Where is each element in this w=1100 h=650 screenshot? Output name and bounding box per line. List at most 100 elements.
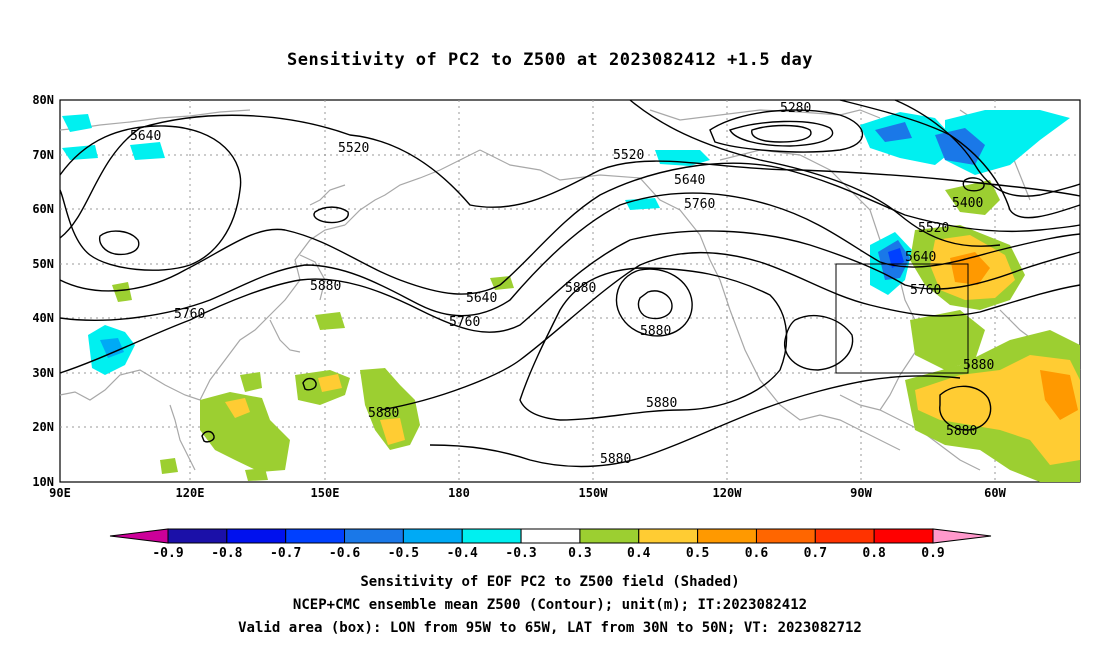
lat-label: 60N <box>32 202 54 216</box>
lon-label: 60W <box>984 486 1006 500</box>
contour-label: 5640 <box>466 291 497 306</box>
shade-patch-yellow <box>225 398 250 418</box>
contour-label: 5760 <box>684 197 715 212</box>
contour-label: 5880 <box>600 452 631 467</box>
colorbar-label: 0.4 <box>627 546 651 561</box>
colorbar: -0.9 -0.8 -0.7 -0.6 -0.5 -0.4 -0.3 0.3 0.4 0.5 0.6… <box>109 528 992 561</box>
colorbar-swatch <box>873 528 934 544</box>
colorbar-high-triangle <box>932 528 992 544</box>
contour-label: 5880 <box>646 396 677 411</box>
shade-patch-green <box>360 368 420 450</box>
z500-contours <box>59 99 1081 468</box>
colorbar-swatch <box>461 528 522 544</box>
shade-patch-green <box>160 458 178 474</box>
shade-patch-cyan <box>625 198 660 210</box>
contour-label: 5760 <box>174 307 205 322</box>
colorbar-swatch <box>697 528 757 544</box>
shade-patch-cyan <box>62 114 92 132</box>
shade-patch-green <box>945 180 1000 215</box>
contour-label: 5880 <box>368 406 399 421</box>
colorbar-swatch <box>226 528 287 544</box>
page-title: Sensitivity of PC2 to Z500 at 2023082412… <box>286 50 813 70</box>
lon-label: 150W <box>579 486 609 500</box>
lat-label: 50N <box>32 257 54 271</box>
contour-label: 5520 <box>918 221 949 236</box>
contour-label: 5520 <box>613 148 644 163</box>
contour-label: 5880 <box>963 358 994 373</box>
colorbar-label: -0.4 <box>447 546 478 561</box>
contour-label: 5880 <box>640 324 671 339</box>
contour-label: 5520 <box>338 141 369 156</box>
shade-patch-darkblue <box>888 248 904 268</box>
latitude-labels: 80N 70N 60N 50N 40N 30N 20N 10N <box>32 93 54 489</box>
contour-label: 5640 <box>674 173 705 188</box>
longitude-labels: 90E 120E 150E 180 150W 120W 90W 60W <box>49 486 1006 500</box>
lat-label: 20N <box>32 420 54 434</box>
contour-label: 5880 <box>310 279 341 294</box>
colorbar-label: -0.7 <box>270 546 301 561</box>
colorbar-label: 0.9 <box>921 546 944 561</box>
lon-label: 120W <box>713 486 743 500</box>
colorbar-label: -0.5 <box>388 546 419 561</box>
contour-label: 5760 <box>910 283 941 298</box>
colorbar-label: 0.8 <box>862 546 886 561</box>
lat-label: 10N <box>32 475 54 489</box>
lat-label: 40N <box>32 311 54 325</box>
contour-labels: 5640 5520 5280 5520 5640 5760 5400 5520 … <box>130 101 994 467</box>
shade-patch-green <box>200 392 290 472</box>
colorbar-label: 0.5 <box>686 546 709 561</box>
colorbar-label: -0.9 <box>152 546 183 561</box>
lon-label: 90E <box>49 486 71 500</box>
contour-label: 5880 <box>946 424 977 439</box>
colorbar-swatch <box>814 528 875 544</box>
lat-label: 30N <box>32 366 54 380</box>
shade-patch-green <box>112 282 132 302</box>
colorbar-label: 0.6 <box>745 546 769 561</box>
colorbar-label: 0.3 <box>568 546 591 561</box>
lon-label: 180 <box>448 486 470 500</box>
shade-patch-orange <box>1040 370 1078 420</box>
shade-patch-green <box>315 312 345 330</box>
valid-area-box <box>835 263 969 374</box>
colorbar-swatch <box>520 528 581 544</box>
colorbar-label: -0.6 <box>329 546 360 561</box>
shade-patch-lightblue <box>935 128 985 165</box>
shade-patch-green <box>245 468 268 481</box>
shade-patch-yellow <box>915 355 1080 465</box>
shade-patch-cyan <box>860 112 960 165</box>
shade-patch-green <box>910 310 985 370</box>
lon-label: 120E <box>176 486 205 500</box>
sensitivity-shading <box>62 110 1080 482</box>
lat-label: 80N <box>32 93 54 107</box>
contour-label: 5640 <box>905 250 936 265</box>
shade-patch-yellow <box>318 374 342 392</box>
contour-label: 5760 <box>449 315 480 330</box>
contour-label: 5880 <box>565 281 596 296</box>
shade-patch-lightblue <box>100 338 124 358</box>
shade-patch-cyan <box>130 142 165 160</box>
colorbar-label: 0.7 <box>804 546 827 561</box>
shade-patch-green <box>240 372 262 392</box>
contour-label: 5640 <box>130 129 161 144</box>
colorbar-swatch <box>402 528 463 544</box>
lon-label: 90W <box>850 486 872 500</box>
shade-patch-lightblue <box>875 122 912 142</box>
colorbar-swatch <box>638 528 699 544</box>
colorbar-low-triangle <box>109 528 169 544</box>
colorbar-swatch <box>285 528 346 544</box>
footer-line-1: Sensitivity of EOF PC2 to Z500 field (Sh… <box>360 574 740 590</box>
lon-label: 150E <box>311 486 340 500</box>
colorbar-label: -0.8 <box>211 546 242 561</box>
colorbar-swatch <box>344 528 404 544</box>
footer-line-2: NCEP+CMC ensemble mean Z500 (Contour); u… <box>292 597 808 613</box>
colorbar-label: -0.3 <box>505 546 536 561</box>
lat-label: 70N <box>32 148 54 162</box>
contour-label: 5400 <box>952 196 983 211</box>
shade-patch-yellow <box>380 418 405 445</box>
contour-label: 5280 <box>780 101 811 116</box>
colorbar-swatch <box>579 528 640 544</box>
colorbar-swatch <box>755 528 816 544</box>
colorbar-swatch <box>167 528 228 544</box>
footer-line-3: Valid area (box): LON from 95W to 65W, L… <box>238 620 862 636</box>
